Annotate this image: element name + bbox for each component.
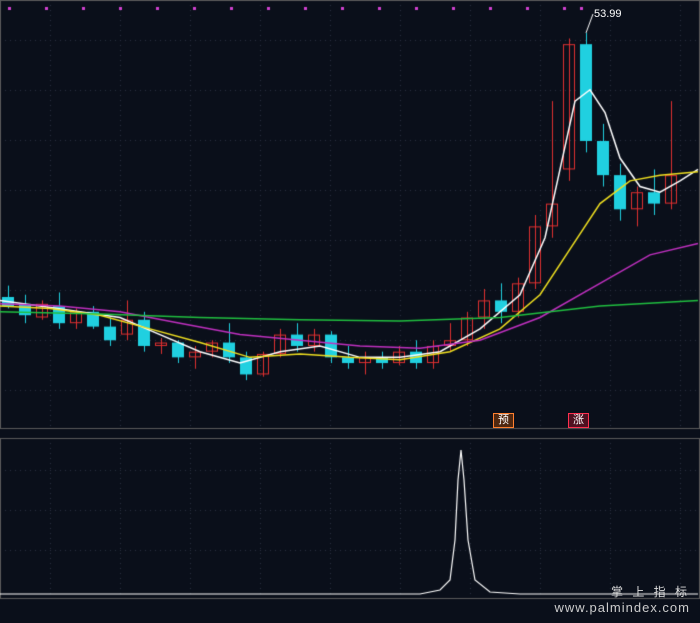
watermark-url: www.palmindex.com	[555, 600, 691, 615]
high-price-label: 53.99	[594, 8, 622, 20]
signal-badge: 预	[493, 413, 514, 428]
stock-chart-canvas	[0, 0, 700, 623]
watermark-title: 掌 上 指 标	[555, 583, 691, 600]
watermark: 掌 上 指 标 www.palmindex.com	[555, 583, 691, 615]
signal-badge: 涨	[568, 413, 589, 428]
